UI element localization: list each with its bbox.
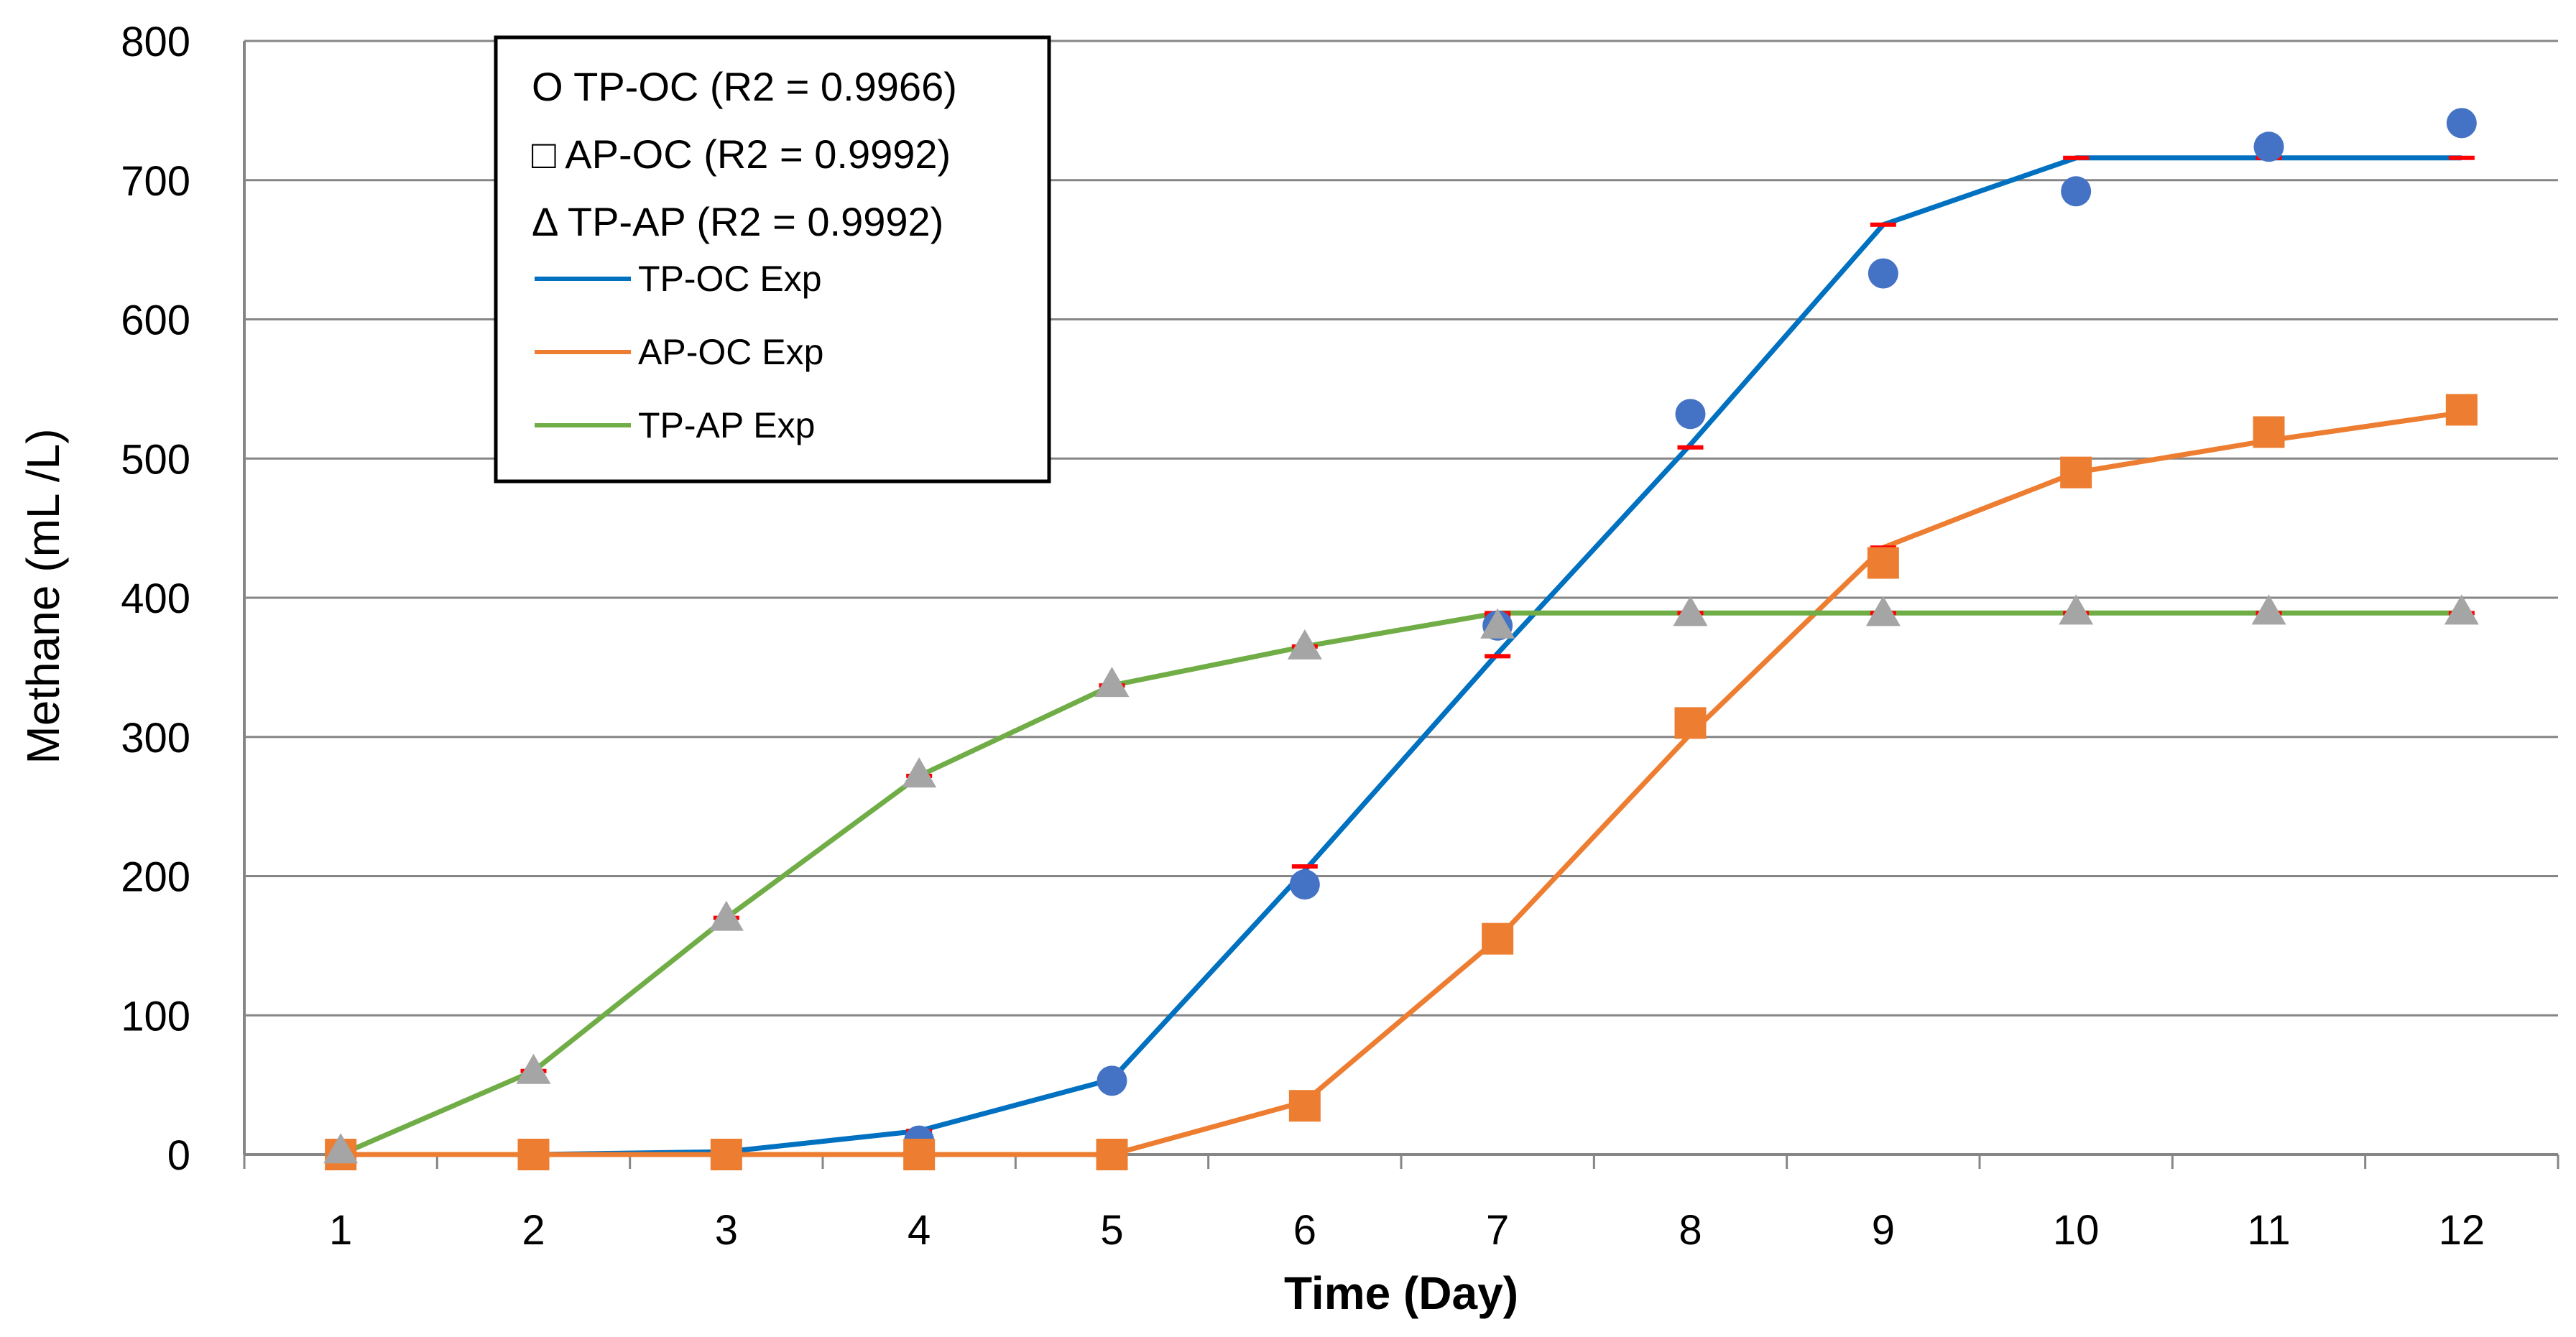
y-tick-label-100: 100 <box>121 993 190 1040</box>
marker-ap-oc-8 <box>1674 707 1707 739</box>
x-tick-label-10: 10 <box>2053 1207 2100 1254</box>
marker-ap-oc-9 <box>1867 547 1899 579</box>
x-tick-label-8: 8 <box>1679 1207 1702 1254</box>
marker-ap-oc-7 <box>1482 922 1514 955</box>
marker-ap-oc-10 <box>2060 456 2092 489</box>
series-line-ap-oc <box>341 410 2462 1157</box>
series-lines <box>339 155 2462 1157</box>
x-tick-label-2: 2 <box>522 1207 545 1254</box>
marker-ap-oc-3 <box>710 1139 742 1170</box>
marker-tp-oc-10 <box>2061 176 2092 207</box>
y-tick-label-300: 300 <box>121 715 190 762</box>
legend-entry-tp-oc-exp: TP-OC Exp <box>535 259 822 299</box>
legend-entry-tp-ap-exp: TP-AP Exp <box>535 405 815 445</box>
marker-tp-ap-6 <box>1287 629 1322 660</box>
series-line-tp-ap <box>339 610 2462 1157</box>
marker-ap-oc-2 <box>517 1139 550 1170</box>
legend-entry-ap-oc-r2: □ AP-OC (R2 = 0.9992) <box>532 131 951 177</box>
y-tick-label-500: 500 <box>121 436 190 483</box>
marker-tp-ap-4 <box>902 757 937 788</box>
marker-tp-ap-1 <box>323 1133 359 1164</box>
marker-tp-oc-11 <box>2253 131 2284 162</box>
x-tick-label-4: 4 <box>908 1207 931 1254</box>
legend-label-tp-oc-exp: TP-OC Exp <box>638 259 822 299</box>
x-tick-label-7: 7 <box>1486 1207 1509 1254</box>
y-tick-label-800: 800 <box>121 19 190 65</box>
x-tick-label-3: 3 <box>715 1207 738 1254</box>
y-axis-title: Methane (mL /L) <box>17 428 69 764</box>
x-tick-label-9: 9 <box>1872 1207 1895 1254</box>
x-tick-label-11: 11 <box>2247 1207 2290 1254</box>
marker-ap-oc-5 <box>1096 1139 1128 1170</box>
marker-tp-oc-5 <box>1097 1065 1127 1096</box>
marker-tp-oc-12 <box>2446 108 2477 139</box>
y-tick-label-400: 400 <box>121 575 190 622</box>
x-tick-labels: 1 2 3 4 5 6 7 8 9 10 11 12 <box>329 1207 2485 1254</box>
marker-tp-ap-2 <box>516 1053 551 1084</box>
marker-ap-oc-4 <box>903 1139 936 1170</box>
x-axis-title: Time (Day) <box>1284 1267 1518 1319</box>
marker-ap-oc-6 <box>1288 1090 1321 1122</box>
marker-tp-ap-10 <box>2059 594 2094 625</box>
legend-entry-ap-oc-exp: AP-OC Exp <box>535 332 823 372</box>
x-tick-label-6: 6 <box>1293 1207 1316 1254</box>
marker-ap-oc-11 <box>2253 416 2285 448</box>
y-tick-labels: 0 100 200 300 400 500 600 700 800 <box>121 19 190 1179</box>
marker-tp-ap-11 <box>2251 594 2286 625</box>
marker-tp-oc-8 <box>1675 399 1706 430</box>
y-tick-label-0: 0 <box>167 1132 190 1179</box>
y-tick-label-600: 600 <box>121 297 190 344</box>
series-markers <box>323 108 2479 1170</box>
marker-tp-ap-3 <box>708 900 744 931</box>
x-tick-label-12: 12 <box>2439 1207 2485 1254</box>
legend: O TP-OC (R2 = 0.9966) □ AP-OC (R2 = 0.99… <box>494 35 1051 484</box>
marker-tp-oc-6 <box>1289 869 1320 900</box>
legend-entry-tp-ap-r2: Δ TP-AP (R2 = 0.9992) <box>532 199 943 244</box>
marker-tp-ap-8 <box>1673 596 1708 626</box>
y-tick-label-200: 200 <box>121 854 190 901</box>
marker-tp-ap-12 <box>2444 594 2479 625</box>
legend-box <box>494 35 1051 484</box>
legend-label-ap-oc-exp: AP-OC Exp <box>638 332 823 372</box>
legend-label-tp-ap-exp: TP-AP Exp <box>638 405 815 445</box>
x-tick-label-5: 5 <box>1100 1207 1123 1254</box>
marker-tp-ap-5 <box>1094 667 1130 698</box>
legend-entry-tp-oc-r2: O TP-OC (R2 = 0.9966) <box>532 64 957 109</box>
marker-tp-oc-9 <box>1868 258 1898 289</box>
marker-tp-ap-7 <box>1480 608 1515 639</box>
marker-tp-ap-9 <box>1865 596 1901 626</box>
x-tick-label-1: 1 <box>329 1207 352 1254</box>
y-tick-label-700: 700 <box>121 158 190 205</box>
marker-ap-oc-12 <box>2445 394 2478 426</box>
